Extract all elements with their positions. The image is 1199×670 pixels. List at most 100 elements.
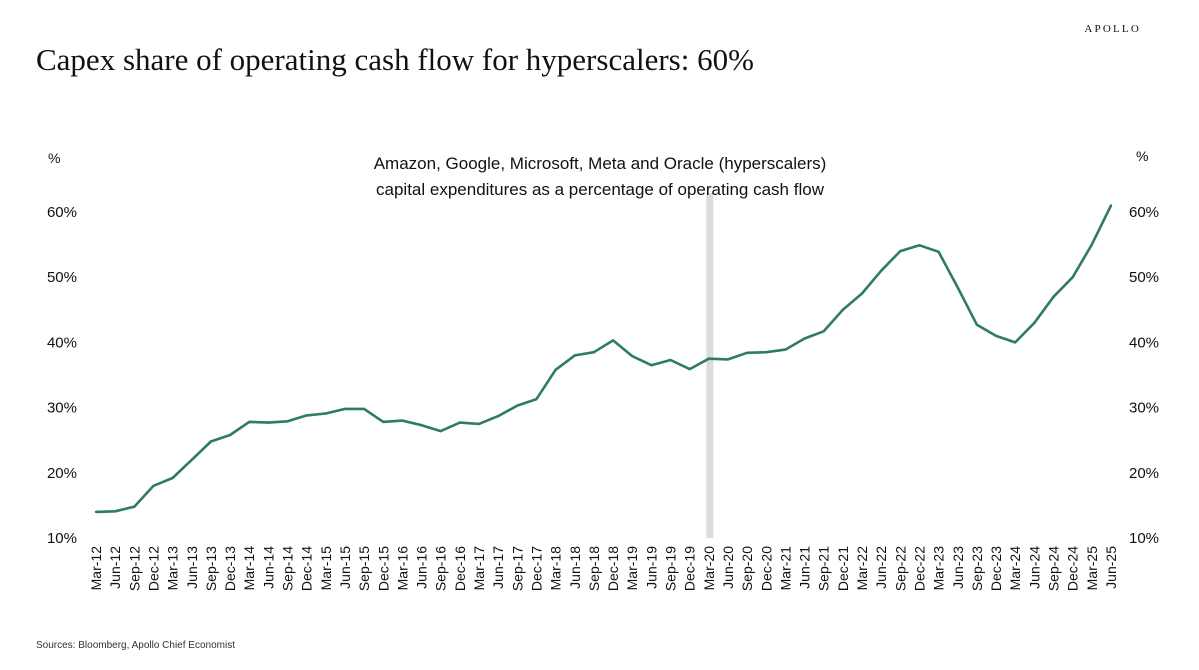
data-point xyxy=(554,368,557,371)
data-point xyxy=(918,244,921,247)
data-point xyxy=(899,249,902,253)
data-point xyxy=(573,354,576,357)
data-point xyxy=(1071,276,1074,279)
x-tick-label: Mar-19 xyxy=(624,546,640,591)
chart-title: Capex share of operating cash flow for h… xyxy=(36,42,754,77)
x-tick-label: Sep-19 xyxy=(663,546,679,591)
x-tick-label: Mar-25 xyxy=(1084,546,1100,591)
x-tick-label: Dec-16 xyxy=(452,546,468,591)
x-tick-label: Mar-15 xyxy=(318,546,334,591)
data-point xyxy=(784,348,787,351)
y-tick-label-left: 60% xyxy=(47,204,77,221)
data-point xyxy=(516,404,519,407)
data-point xyxy=(228,433,232,437)
data-point xyxy=(822,330,825,333)
x-tick-label: Dec-14 xyxy=(299,546,315,591)
data-point xyxy=(745,351,749,354)
x-tick-label: Jun-25 xyxy=(1103,546,1119,589)
x-tick-label: Dec-21 xyxy=(835,546,851,591)
x-tick-label: Jun-19 xyxy=(643,546,659,589)
x-tick-label: Mar-14 xyxy=(241,546,257,591)
x-tick-label: Dec-19 xyxy=(682,546,698,591)
data-point xyxy=(765,351,768,354)
data-point xyxy=(535,397,538,401)
x-tick-label: Dec-18 xyxy=(605,546,621,591)
data-point xyxy=(267,421,270,424)
x-tick-label: Jun-21 xyxy=(797,546,813,589)
x-tick-label: Sep-15 xyxy=(356,546,372,591)
data-point xyxy=(841,308,845,311)
x-tick-label: Jun-23 xyxy=(950,546,966,589)
data-point xyxy=(171,476,174,480)
y-tick-label-left: 40% xyxy=(47,334,77,351)
y-tick-label-right: 60% xyxy=(1129,204,1159,221)
x-tick-label: Jun-16 xyxy=(414,546,430,589)
x-tick-label: Mar-12 xyxy=(88,546,104,591)
data-point xyxy=(305,414,308,417)
data-point xyxy=(975,323,979,326)
source-note: Sources: Bloomberg, Apollo Chief Economi… xyxy=(36,640,235,651)
data-point xyxy=(439,429,442,433)
x-tick-label: Sep-20 xyxy=(739,546,755,591)
data-point xyxy=(880,269,883,272)
y-axis-unit-left: % xyxy=(48,150,60,166)
data-point xyxy=(190,458,193,461)
chart-annotation-line-1: Amazon, Google, Microsoft, Meta and Orac… xyxy=(374,154,827,173)
x-tick-label: Jun-12 xyxy=(107,546,123,589)
data-point xyxy=(286,420,289,423)
y-tick-label-right: 20% xyxy=(1129,465,1159,482)
x-tick-label: Mar-24 xyxy=(1007,546,1023,591)
data-point xyxy=(1052,295,1055,298)
x-tick-label: Jun-13 xyxy=(184,546,200,589)
x-tick-label: Sep-13 xyxy=(203,546,219,591)
x-tick-label: Jun-20 xyxy=(720,546,736,589)
data-point xyxy=(477,422,481,426)
highlight-band xyxy=(706,193,714,538)
x-tick-label: Mar-17 xyxy=(471,546,487,591)
x-tick-label: Mar-20 xyxy=(701,546,717,591)
data-point xyxy=(860,292,864,295)
x-tick-label: Mar-22 xyxy=(854,546,870,591)
data-point xyxy=(937,250,940,253)
data-point xyxy=(152,484,155,487)
data-point xyxy=(1014,341,1017,344)
x-tick-label: Dec-12 xyxy=(145,546,161,591)
x-tick-label: Dec-20 xyxy=(758,546,774,591)
x-tick-label: Jun-14 xyxy=(260,546,276,589)
x-tick-label: Dec-13 xyxy=(222,546,238,591)
data-point xyxy=(803,337,806,340)
y-tick-label-left: 30% xyxy=(47,400,77,417)
data-point xyxy=(726,358,730,361)
x-tick-label: Mar-21 xyxy=(777,546,793,591)
x-tick-label: Dec-17 xyxy=(528,546,544,591)
data-point xyxy=(133,505,136,508)
data-point xyxy=(592,351,596,354)
x-tick-label: Mar-18 xyxy=(548,546,564,591)
x-tick-label: Sep-14 xyxy=(280,546,296,591)
data-point xyxy=(324,412,327,415)
data-point xyxy=(1033,321,1036,324)
x-tick-label: Dec-24 xyxy=(1065,546,1081,591)
data-point xyxy=(382,420,385,424)
y-tick-label-right: 30% xyxy=(1129,400,1159,417)
x-tick-label: Sep-21 xyxy=(816,546,832,591)
y-tick-label-right: 40% xyxy=(1129,334,1159,351)
chart-annotation-line-2: capital expenditures as a percentage of … xyxy=(376,180,825,199)
x-tick-label: Mar-16 xyxy=(394,546,410,591)
x-tick-label: Jun-24 xyxy=(1026,546,1042,589)
data-point xyxy=(631,354,634,358)
y-tick-label-right: 10% xyxy=(1129,530,1159,547)
data-point xyxy=(458,421,462,424)
x-tick-label: Sep-17 xyxy=(509,546,525,591)
data-point xyxy=(956,286,959,289)
data-point xyxy=(248,420,251,424)
data-point xyxy=(650,364,653,367)
data-point xyxy=(994,334,998,338)
data-point xyxy=(362,407,366,411)
x-tick-label: Dec-22 xyxy=(911,546,927,591)
data-point xyxy=(420,424,423,427)
x-tick-label: Sep-16 xyxy=(433,546,449,591)
y-tick-label-left: 20% xyxy=(47,465,77,482)
x-tick-label: Dec-23 xyxy=(988,546,1004,591)
data-point xyxy=(688,367,691,371)
